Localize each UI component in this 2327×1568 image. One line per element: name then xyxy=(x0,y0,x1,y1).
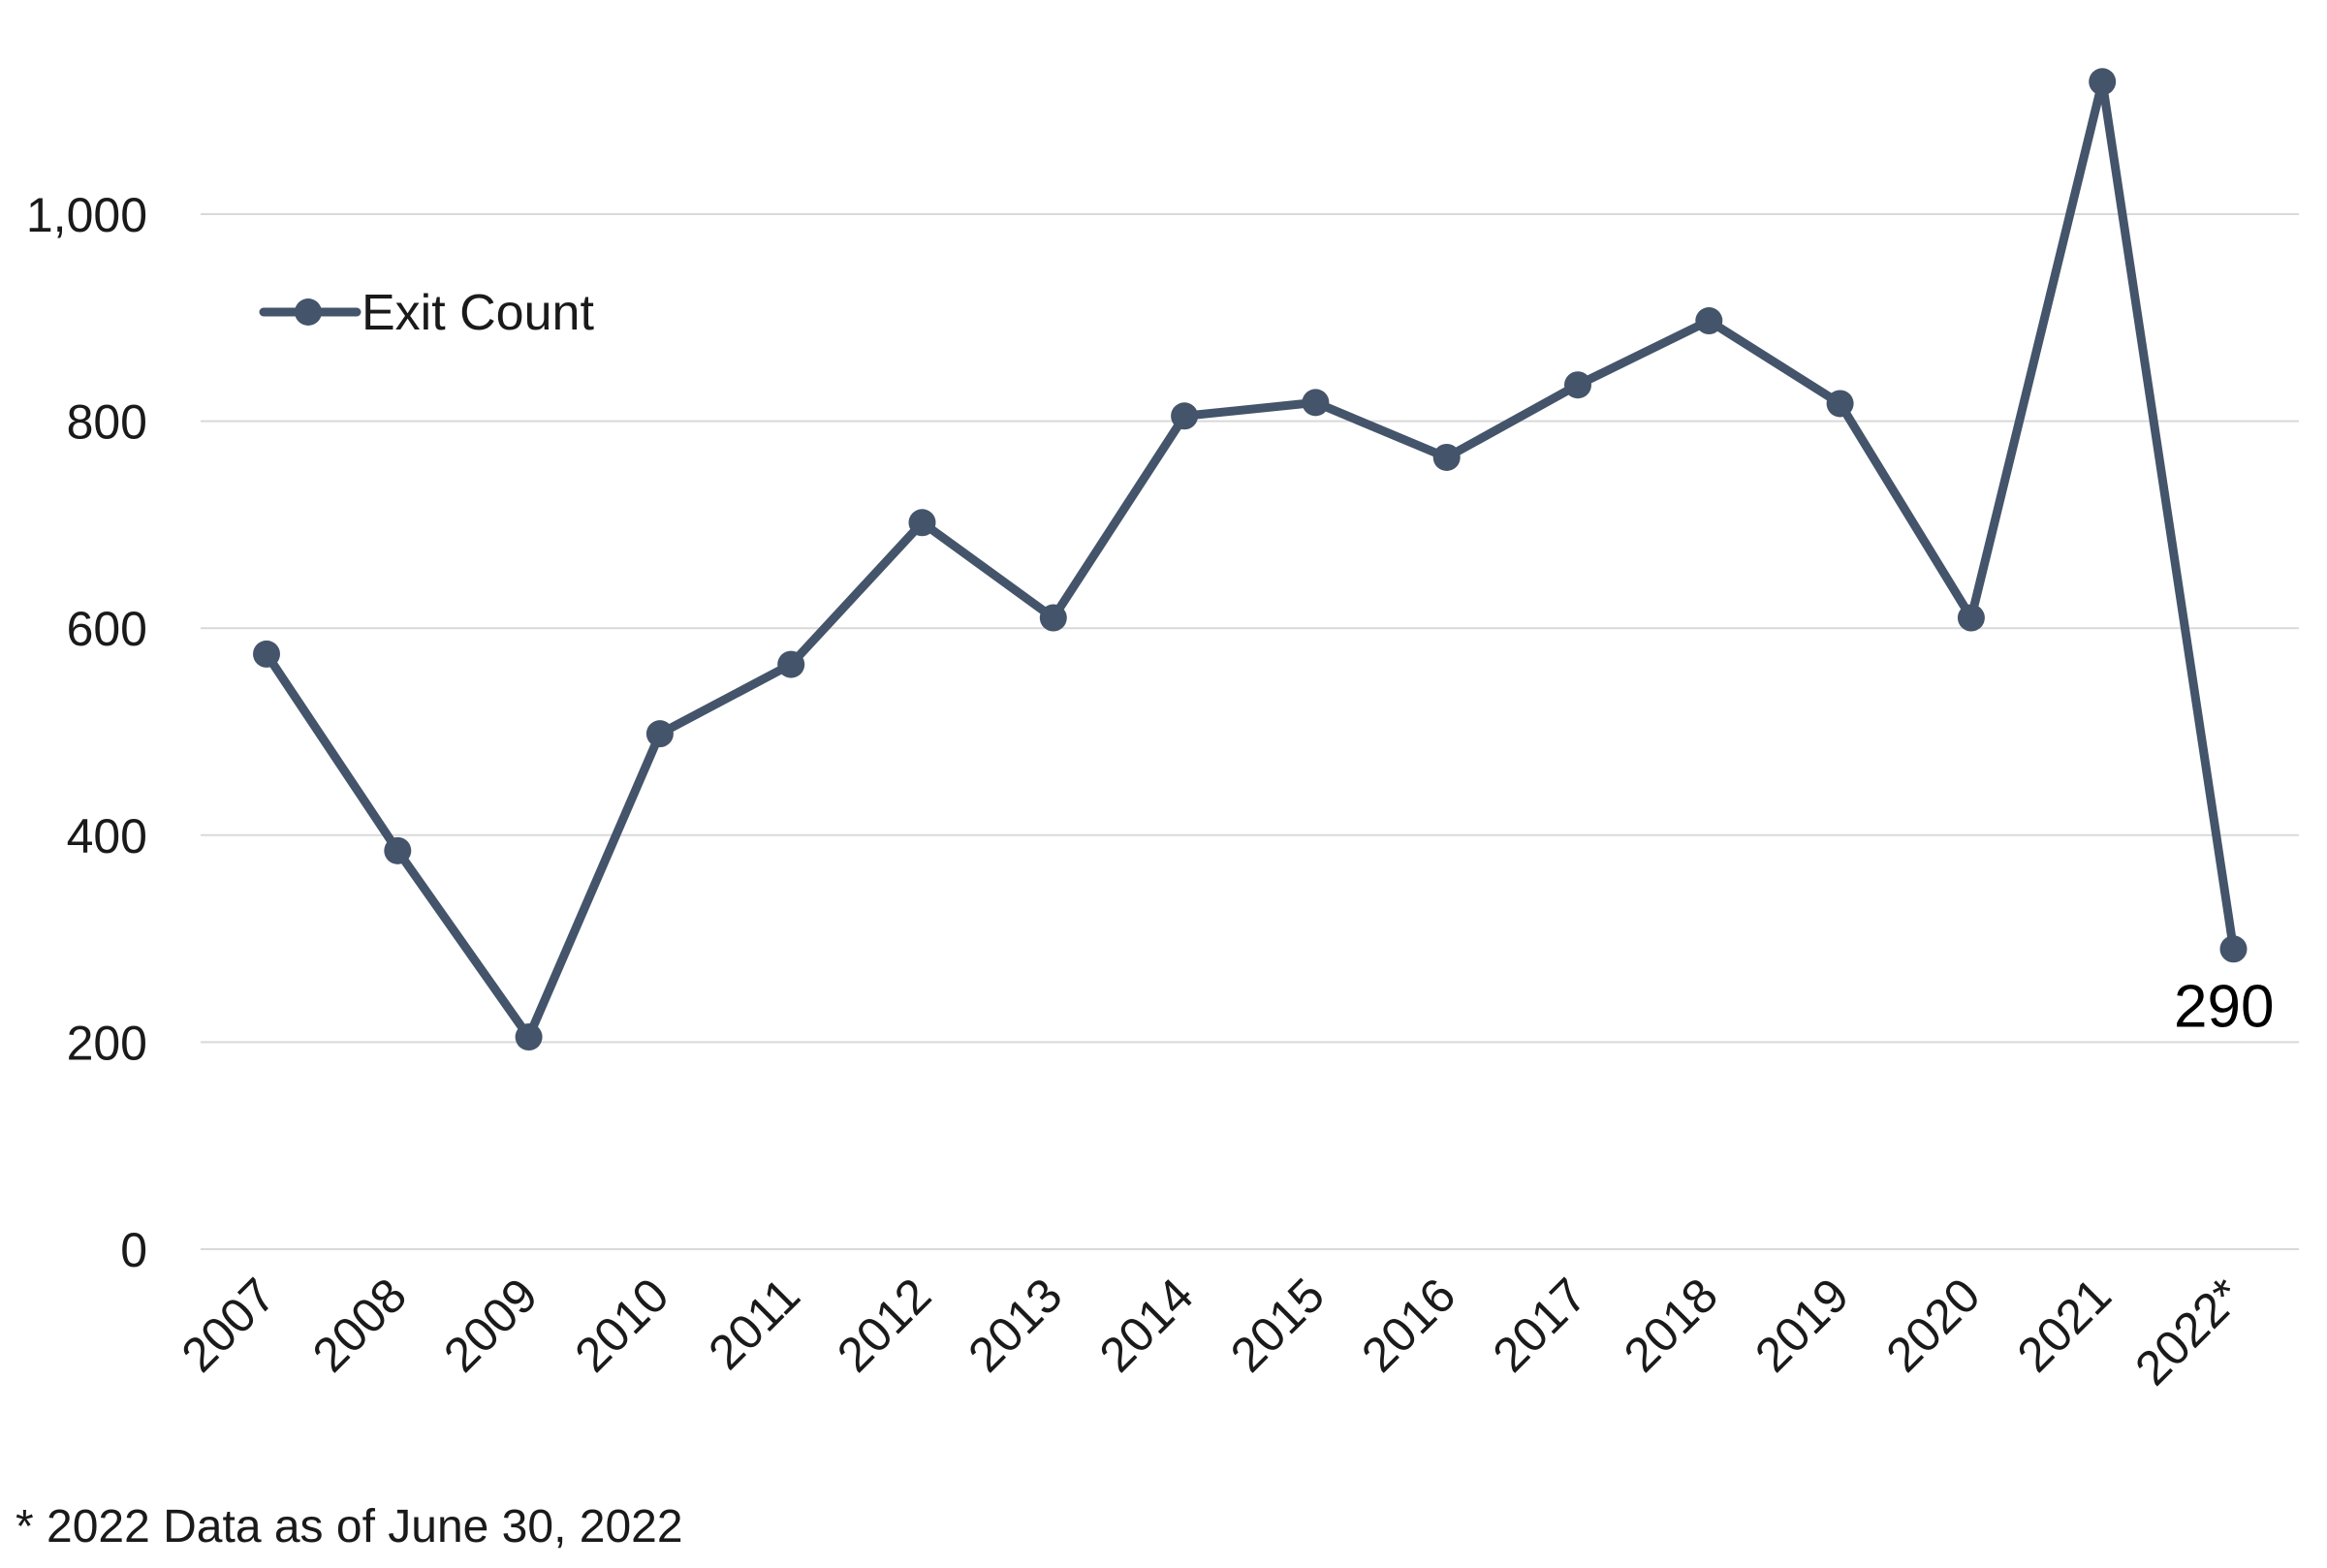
legend: Exit Count xyxy=(259,285,594,341)
data-labels: 290 xyxy=(2174,973,2274,1040)
x-tick-label: 2010 xyxy=(564,1268,678,1382)
x-tick-label: 2015 xyxy=(1220,1268,1335,1382)
x-tick-label: 2009 xyxy=(433,1268,548,1382)
y-tick-label: 800 xyxy=(67,395,147,450)
series-line xyxy=(262,77,2238,1042)
x-tick-label: 2018 xyxy=(1614,1268,1728,1382)
data-point xyxy=(1564,371,1591,399)
y-tick-label: 600 xyxy=(67,602,147,656)
data-point xyxy=(1826,390,1854,418)
x-tick-label: 2022* xyxy=(2124,1268,2252,1396)
data-point xyxy=(1171,402,1199,430)
x-tick-label: 2013 xyxy=(958,1268,1072,1382)
data-point xyxy=(384,836,412,864)
data-point xyxy=(908,509,936,537)
x-tick-label: 2016 xyxy=(1351,1268,1465,1382)
data-point xyxy=(645,720,674,748)
x-tick-label: 2020 xyxy=(1875,1268,1990,1382)
data-point xyxy=(777,650,805,678)
x-tick-label: 2014 xyxy=(1089,1268,1204,1382)
legend-label: Exit Count xyxy=(362,285,594,341)
data-point xyxy=(1039,604,1067,632)
x-tick-label: 2011 xyxy=(698,1268,810,1380)
y-tick-label: 0 xyxy=(120,1223,147,1277)
data-point xyxy=(1695,307,1723,335)
x-axis-tick-labels: 2007 2008 2009 2010 2011 2012 2013 2014 2015 2016… xyxy=(172,1268,2253,1396)
gridlines xyxy=(201,213,2299,1250)
data-point xyxy=(253,640,280,668)
data-point xyxy=(1302,389,1330,417)
x-tick-label: 2019 xyxy=(1745,1268,1859,1382)
data-point xyxy=(515,1023,543,1051)
legend-marker xyxy=(295,298,322,326)
data-point xyxy=(2219,935,2248,963)
data-point xyxy=(1432,443,1461,471)
data-label: 290 xyxy=(2174,973,2274,1040)
data-point xyxy=(1957,604,1985,632)
series-exit-count xyxy=(253,68,2248,1051)
y-axis-tick-labels: 0 200 400 600 800 1,000 xyxy=(26,188,147,1277)
footnote: * 2022 Data as of June 30, 2022 xyxy=(16,1501,683,1552)
x-tick-label: 2017 xyxy=(1483,1268,1597,1382)
data-point xyxy=(2089,68,2117,96)
x-tick-label: 2007 xyxy=(172,1268,286,1382)
y-tick-label: 400 xyxy=(67,809,147,863)
y-tick-label: 200 xyxy=(67,1016,147,1070)
y-tick-label: 1,000 xyxy=(26,188,147,242)
x-tick-label: 2012 xyxy=(827,1268,941,1382)
x-tick-label: 2021 xyxy=(2007,1268,2122,1382)
x-tick-label: 2008 xyxy=(302,1268,417,1382)
